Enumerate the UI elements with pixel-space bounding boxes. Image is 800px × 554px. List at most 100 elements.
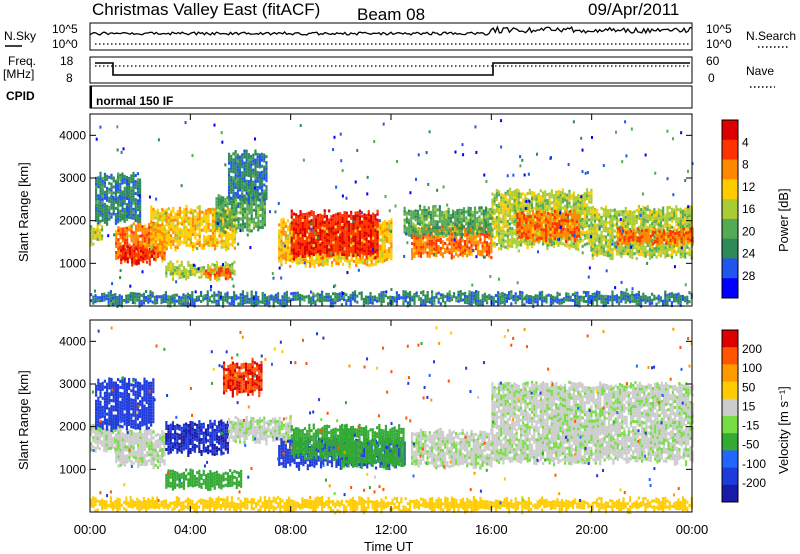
power-cell xyxy=(308,235,311,239)
power-cell xyxy=(238,194,242,198)
power-cell xyxy=(314,233,318,237)
power-cell xyxy=(125,206,129,210)
power-cell xyxy=(220,269,223,273)
cpid-label: CPID xyxy=(6,89,35,103)
power-cell xyxy=(487,229,490,233)
power-cell xyxy=(214,223,217,227)
power-cell xyxy=(407,230,411,234)
power-cell xyxy=(477,234,480,238)
nsky-tick-bottom: 10^0 xyxy=(52,37,78,51)
power-cell xyxy=(550,219,553,223)
power-cell xyxy=(441,225,445,229)
power-cell xyxy=(422,248,425,252)
power-cell xyxy=(280,260,283,264)
power-cell xyxy=(372,245,375,249)
power-cell xyxy=(508,190,512,194)
power-cell xyxy=(579,213,582,217)
power-cell xyxy=(574,205,578,209)
power-cell xyxy=(235,200,238,204)
power-cell xyxy=(284,236,287,240)
power-cell xyxy=(504,206,507,210)
power-cell xyxy=(520,211,524,215)
power-cell xyxy=(139,252,142,256)
power-cell xyxy=(247,183,250,187)
power-cell xyxy=(143,227,146,231)
power-cell xyxy=(165,271,168,275)
power-cell xyxy=(132,240,135,244)
power-cell xyxy=(381,248,384,252)
power-cell xyxy=(549,221,552,225)
power-cell xyxy=(491,222,494,226)
power-cell xyxy=(536,219,539,223)
power-cell xyxy=(637,204,641,208)
power-cell xyxy=(136,214,140,218)
power-cell xyxy=(564,210,568,214)
power-cell xyxy=(128,209,131,213)
power-cell xyxy=(150,205,153,209)
power-cell xyxy=(414,233,417,237)
power-cell xyxy=(312,253,315,257)
power-cell xyxy=(577,241,580,245)
power-cell xyxy=(547,223,550,227)
power-cell xyxy=(416,227,419,231)
power-cell xyxy=(626,252,630,256)
power-cell xyxy=(377,257,380,261)
power-cell xyxy=(553,234,557,238)
power-cell xyxy=(379,238,382,242)
power-cell xyxy=(436,223,439,227)
power-cell xyxy=(282,217,285,221)
power-cell xyxy=(133,249,136,253)
power-cell xyxy=(460,226,463,230)
power-cell xyxy=(390,221,393,225)
power-cell xyxy=(414,215,417,219)
power-cell xyxy=(205,239,208,243)
power-cell xyxy=(526,222,529,226)
power-cell xyxy=(533,191,536,195)
power-cell xyxy=(413,252,416,256)
power-cell xyxy=(593,249,597,253)
power-cell xyxy=(491,216,494,220)
power-cell xyxy=(254,197,257,201)
power-cell xyxy=(128,197,131,201)
power-cell xyxy=(553,237,557,241)
power-cell xyxy=(609,238,612,242)
power-cell xyxy=(224,200,227,204)
power-cell xyxy=(480,227,483,231)
power-cell xyxy=(90,240,93,244)
power-cell xyxy=(117,208,120,212)
power-cell xyxy=(611,239,614,243)
power-cell xyxy=(265,170,268,174)
power-cell xyxy=(358,248,362,252)
power-cell xyxy=(615,225,619,229)
power-cell xyxy=(383,244,386,248)
power-cell xyxy=(545,227,548,231)
power-cell xyxy=(557,201,560,205)
power-cell xyxy=(535,230,538,234)
power-cell xyxy=(421,218,424,222)
power-cell xyxy=(232,158,235,162)
power-cell xyxy=(381,230,384,234)
power-cell xyxy=(297,226,300,230)
power-cell xyxy=(560,233,563,237)
power-cell xyxy=(183,214,186,218)
power-cell xyxy=(330,224,333,228)
power-cell xyxy=(231,241,234,245)
power-cell xyxy=(385,248,389,252)
power-cell xyxy=(290,242,293,246)
power-cell xyxy=(245,167,248,171)
power-cell xyxy=(258,177,261,181)
power-cell xyxy=(234,149,237,153)
power-cell xyxy=(484,218,488,222)
power-cell xyxy=(134,227,138,231)
power-cell xyxy=(280,248,283,252)
power-cell xyxy=(515,218,518,222)
power-cell xyxy=(478,227,481,231)
power-cell xyxy=(284,257,287,261)
power-cell xyxy=(182,268,186,272)
power-cell xyxy=(137,228,140,232)
power-cell xyxy=(216,238,219,242)
power-cell xyxy=(583,198,586,202)
power-cell xyxy=(516,213,519,217)
power-cell xyxy=(646,244,649,248)
power-cell xyxy=(144,254,147,258)
